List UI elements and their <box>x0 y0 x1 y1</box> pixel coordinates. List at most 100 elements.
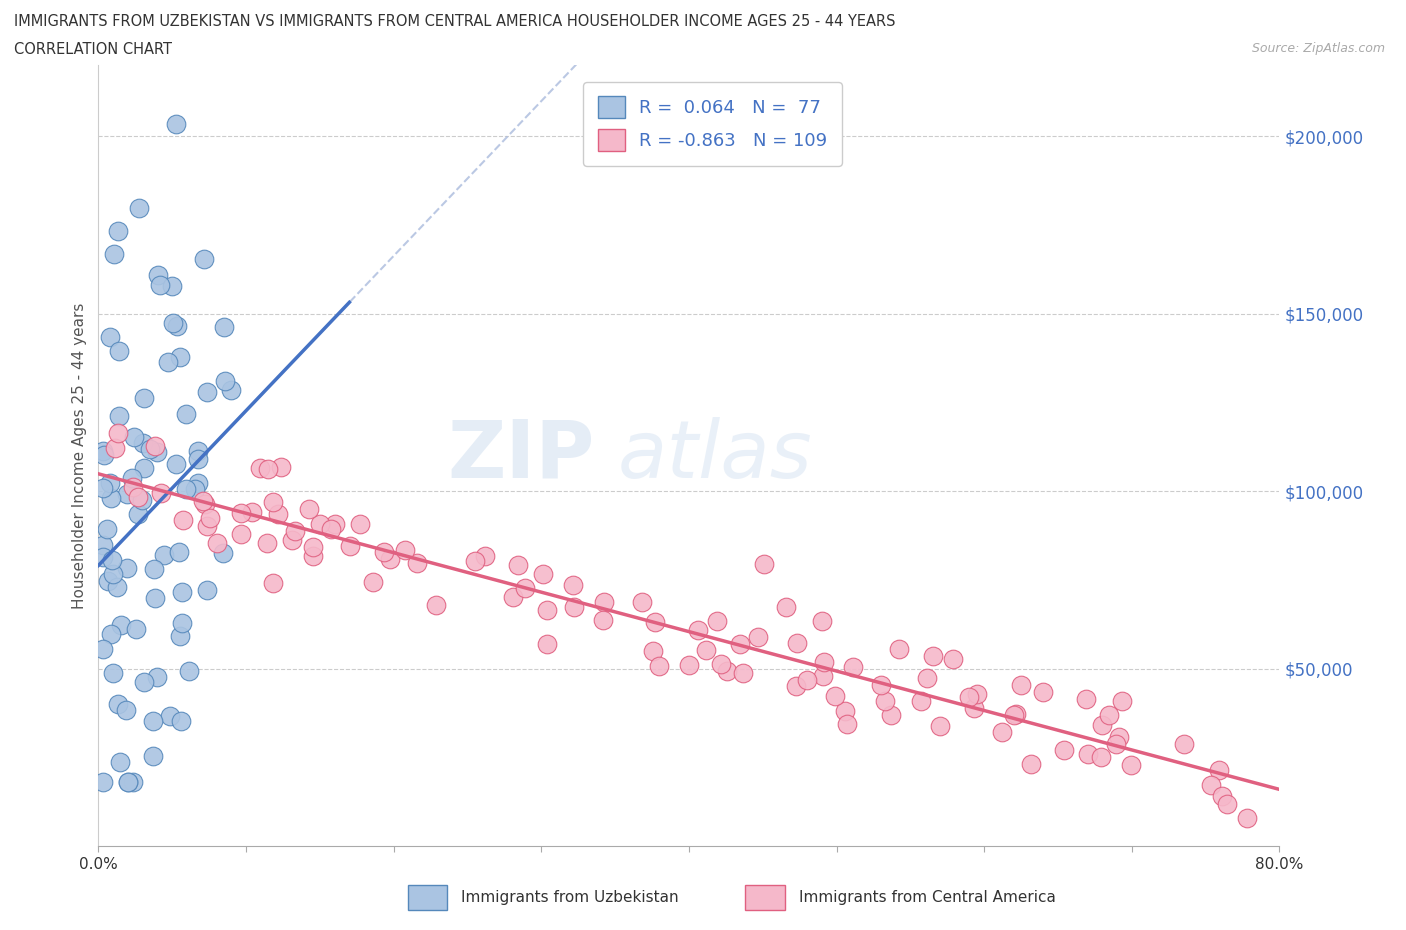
Point <box>105 579 128 594</box>
Point <box>502 590 524 604</box>
Point <box>174 481 197 496</box>
Text: Source: ZipAtlas.com: Source: ZipAtlas.com <box>1251 42 1385 55</box>
Point <box>1236 810 1258 825</box>
Point <box>706 614 728 629</box>
Point <box>562 600 585 615</box>
Point <box>179 664 201 679</box>
Point <box>1108 729 1130 744</box>
Point <box>240 504 263 519</box>
Point <box>678 658 700 672</box>
Point <box>301 540 323 555</box>
Point <box>214 374 236 389</box>
Point <box>728 636 751 651</box>
Point <box>187 452 209 467</box>
Point <box>108 754 131 769</box>
Point <box>122 775 145 790</box>
Point <box>107 425 129 440</box>
Point <box>394 542 416 557</box>
Point <box>100 490 122 505</box>
Point <box>810 614 832 629</box>
Point <box>170 714 193 729</box>
Point <box>1111 694 1133 709</box>
Point <box>1032 684 1054 699</box>
Point <box>195 519 218 534</box>
Point <box>695 643 717 658</box>
Point <box>91 641 114 656</box>
Point <box>107 697 129 711</box>
Point <box>139 442 162 457</box>
Point <box>262 576 284 591</box>
Point <box>96 522 118 537</box>
Point <box>910 694 932 709</box>
Point <box>142 713 165 728</box>
Point <box>842 659 865 674</box>
Point <box>1005 707 1028 722</box>
Point <box>270 459 292 474</box>
Point <box>363 575 385 590</box>
Text: atlas: atlas <box>619 417 813 495</box>
Point <box>117 775 139 790</box>
Point <box>754 557 776 572</box>
Point <box>91 444 114 458</box>
Point <box>1002 708 1025 723</box>
Point <box>146 268 169 283</box>
Point <box>1091 718 1114 733</box>
Point <box>474 549 496 564</box>
Point <box>309 516 332 531</box>
Point <box>1173 737 1195 751</box>
Point <box>198 511 221 525</box>
Point <box>813 654 835 669</box>
Point <box>169 629 191 644</box>
Point <box>425 598 447 613</box>
Point <box>143 562 166 577</box>
Text: IMMIGRANTS FROM UZBEKISTAN VS IMMIGRANTS FROM CENTRAL AMERICA HOUSEHOLDER INCOME: IMMIGRANTS FROM UZBEKISTAN VS IMMIGRANTS… <box>14 14 896 29</box>
Point <box>1076 691 1098 706</box>
Point <box>191 494 214 509</box>
Point <box>942 651 965 666</box>
Point <box>101 552 124 567</box>
Point <box>115 561 138 576</box>
Point <box>172 585 194 600</box>
Point <box>117 775 139 790</box>
Point <box>195 582 218 597</box>
Point <box>91 481 114 496</box>
Point <box>1010 678 1032 693</box>
Point <box>349 516 371 531</box>
Point <box>339 538 361 553</box>
Text: CORRELATION CHART: CORRELATION CHART <box>14 42 172 57</box>
Point <box>187 444 209 458</box>
Point <box>122 430 145 445</box>
Point <box>122 479 145 494</box>
Point <box>103 665 125 680</box>
Point <box>174 406 197 421</box>
Point <box>115 703 138 718</box>
Point <box>922 648 945 663</box>
Point <box>917 671 939 686</box>
Point <box>143 439 166 454</box>
Point <box>169 350 191 365</box>
Point <box>91 775 114 790</box>
Point <box>834 704 856 719</box>
Point <box>91 538 114 552</box>
Point <box>786 636 808 651</box>
Point <box>966 686 988 701</box>
Point <box>963 701 986 716</box>
Point <box>873 694 896 709</box>
Point <box>929 719 952 734</box>
Point <box>115 486 138 501</box>
Point <box>159 709 181 724</box>
Point <box>165 117 187 132</box>
Point <box>97 574 120 589</box>
Point <box>127 489 149 504</box>
Point <box>142 749 165 764</box>
Point <box>149 277 172 292</box>
Point <box>108 409 131 424</box>
Point <box>648 658 671 673</box>
Point <box>249 461 271 476</box>
Point <box>796 672 818 687</box>
Point <box>184 481 207 496</box>
Point <box>121 471 143 485</box>
Point <box>1199 778 1222 793</box>
Point <box>302 549 325 564</box>
Point <box>100 626 122 641</box>
